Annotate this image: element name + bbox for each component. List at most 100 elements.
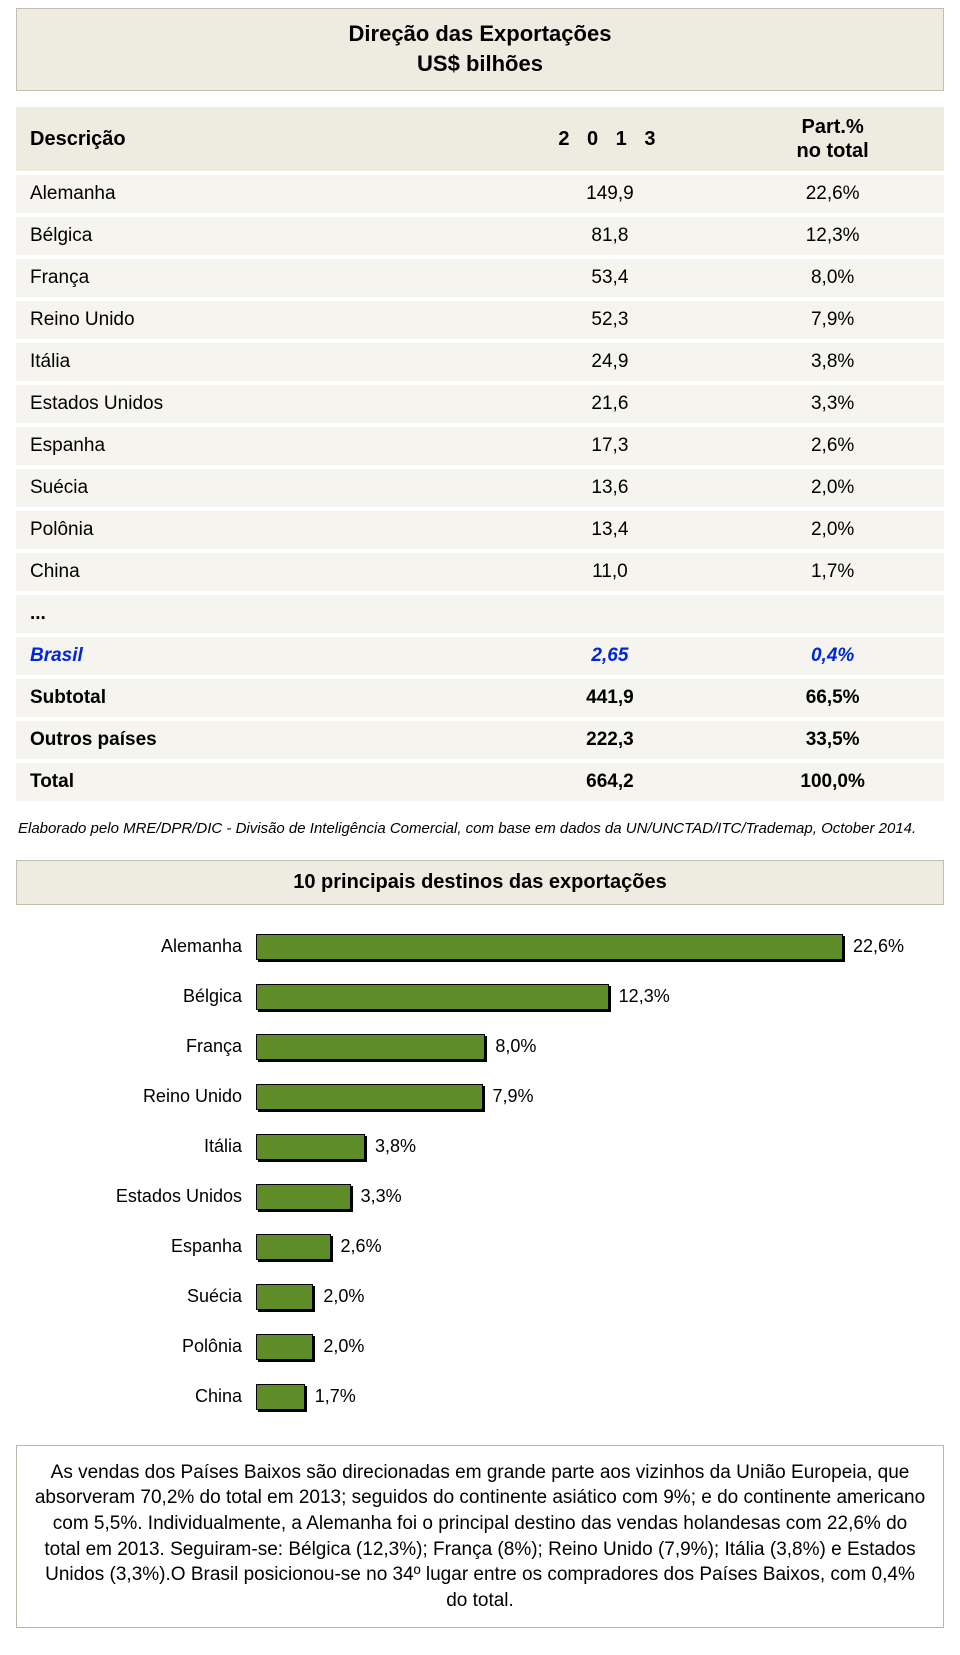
cell-pct: 12,3% (721, 217, 944, 255)
table-row: França53,48,0% (16, 259, 944, 297)
chart-track: 22,6% (256, 933, 904, 961)
cell-desc: China (16, 553, 499, 591)
chart-bar-value: 22,6% (853, 936, 904, 957)
chart-row: França 8,0% (76, 1033, 904, 1061)
cell-desc: Reino Unido (16, 301, 499, 339)
cell-pct: 33,5% (721, 721, 944, 759)
table-row: Estados Unidos21,63,3% (16, 385, 944, 423)
cell-val: 149,9 (499, 175, 722, 213)
chart-bar (256, 984, 609, 1010)
chart-bar (256, 1334, 313, 1360)
chart-row: Reino Unido 7,9% (76, 1083, 904, 1111)
chart-row: Alemanha22,6% (76, 933, 904, 961)
chart-track: 1,7% (256, 1383, 904, 1411)
chart-bar (256, 1134, 365, 1160)
chart-bar-value: 2,0% (323, 1336, 364, 1357)
cell-pct: 1,7% (721, 553, 944, 591)
cell-pct: 3,8% (721, 343, 944, 381)
chart-row: Estados Unidos 3,3% (76, 1183, 904, 1211)
cell-pct: 3,3% (721, 385, 944, 423)
cell-desc: Brasil (16, 637, 499, 675)
chart-row: China1,7% (76, 1383, 904, 1411)
chart-bar-label: Polônia (76, 1336, 256, 1357)
chart-bar-label: Espanha (76, 1236, 256, 1257)
cell-val: 21,6 (499, 385, 722, 423)
chart-track: 2,0% (256, 1283, 904, 1311)
chart-bar-value: 2,6% (341, 1236, 382, 1257)
chart-bar-value: 1,7% (315, 1386, 356, 1407)
chart-bar (256, 1034, 485, 1060)
cell-pct: 2,0% (721, 511, 944, 549)
cell-val: 222,3 (499, 721, 722, 759)
table-row: Alemanha149,922,6% (16, 175, 944, 213)
cell-pct: 66,5% (721, 679, 944, 717)
chart-row: Suécia 2,0% (76, 1283, 904, 1311)
chart-bar (256, 1284, 313, 1310)
chart-bar-value: 3,3% (361, 1186, 402, 1207)
chart-bar (256, 1384, 305, 1410)
chart-bar (256, 934, 843, 960)
exports-table: Descrição 2 0 1 3 Part.% no total Aleman… (16, 103, 944, 805)
chart-track: 12,3% (256, 983, 904, 1011)
chart-bar-value: 12,3% (619, 986, 670, 1007)
cell-desc: Polônia (16, 511, 499, 549)
cell-pct: 0,4% (721, 637, 944, 675)
cell-pct: 22,6% (721, 175, 944, 213)
col-part-line1: Part.% (735, 115, 930, 139)
chart-bar-label: Itália (76, 1136, 256, 1157)
chart-track: 2,6% (256, 1233, 904, 1261)
cell-val: 2,65 (499, 637, 722, 675)
chart-bar-value: 3,8% (375, 1136, 416, 1157)
chart-track: 3,8% (256, 1133, 904, 1161)
cell-val: 11,0 (499, 553, 722, 591)
cell-desc: Outros países (16, 721, 499, 759)
cell-val: 52,3 (499, 301, 722, 339)
title-line1: Direção das Exportações (17, 19, 943, 49)
chart-bar (256, 1234, 331, 1260)
title-line2: US$ bilhões (17, 49, 943, 79)
chart-bar (256, 1084, 483, 1110)
chart-bar-value: 7,9% (493, 1086, 534, 1107)
cell-val: 81,8 (499, 217, 722, 255)
analysis-note: As vendas dos Países Baixos são direcion… (16, 1445, 944, 1629)
chart-title-panel: 10 principais destinos das exportações (16, 860, 944, 905)
table-row: Polônia13,42,0% (16, 511, 944, 549)
table-row-total: Subtotal441,966,5% (16, 679, 944, 717)
cell-val: 13,4 (499, 511, 722, 549)
table-row: Reino Unido52,37,9% (16, 301, 944, 339)
table-header-row: Descrição 2 0 1 3 Part.% no total (16, 107, 944, 171)
table-row: Espanha17,32,6% (16, 427, 944, 465)
table-row-total: Outros países222,333,5% (16, 721, 944, 759)
cell-val: 24,9 (499, 343, 722, 381)
cell-desc: Itália (16, 343, 499, 381)
cell-desc: Espanha (16, 427, 499, 465)
chart-row: Espanha 2,6% (76, 1233, 904, 1261)
cell-val: 53,4 (499, 259, 722, 297)
table-row: Itália24,93,8% (16, 343, 944, 381)
chart-row: Itália 3,8% (76, 1133, 904, 1161)
table-row-total: Total664,2100,0% (16, 763, 944, 801)
cell-pct: 2,6% (721, 427, 944, 465)
chart-bar-label: França (76, 1036, 256, 1057)
col-part: Part.% no total (721, 107, 944, 171)
cell-val: 441,9 (499, 679, 722, 717)
cell-desc: Subtotal (16, 679, 499, 717)
cell-desc: Suécia (16, 469, 499, 507)
chart-bar-label: Suécia (76, 1286, 256, 1307)
cell-pct: 2,0% (721, 469, 944, 507)
col-descricao: Descrição (16, 107, 499, 171)
cell-desc: Estados Unidos (16, 385, 499, 423)
chart-bar-label: Reino Unido (76, 1086, 256, 1107)
chart-bar-value: 8,0% (495, 1036, 536, 1057)
chart-track: 3,3% (256, 1183, 904, 1211)
cell-desc: França (16, 259, 499, 297)
table-row-ellipsis: ... (16, 595, 944, 633)
chart-bar-label: Estados Unidos (76, 1186, 256, 1207)
cell-desc: Alemanha (16, 175, 499, 213)
cell-val: 13,6 (499, 469, 722, 507)
table-row: Bélgica81,812,3% (16, 217, 944, 255)
chart-bar-value: 2,0% (323, 1286, 364, 1307)
exports-bar-chart: Alemanha22,6% Bélgica 12,3% França 8,0% Reino… (16, 933, 944, 1411)
table-row-brasil: Brasil 2,65 0,4% (16, 637, 944, 675)
chart-bar-label: Bélgica (76, 986, 256, 1007)
